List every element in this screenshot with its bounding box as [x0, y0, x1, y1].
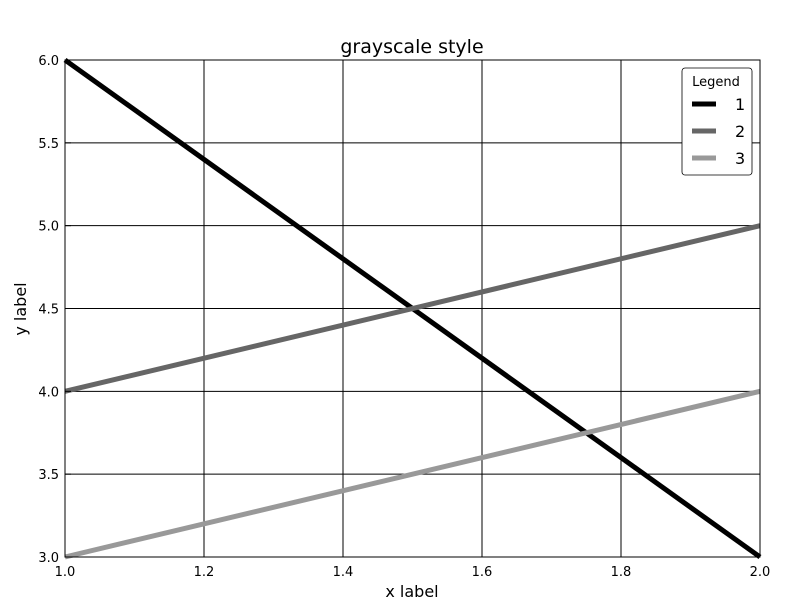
legend-entries: 1 2 3 — [692, 95, 745, 168]
series-layer — [63, 57, 762, 560]
legend-box — [681, 67, 753, 176]
x-tick-label: 1.2 — [194, 565, 215, 580]
x-tick-label: 1.0 — [55, 565, 76, 580]
x-tick-label: 1.6 — [472, 565, 493, 580]
legend-label-2: 2 — [735, 122, 745, 141]
y-tick-label: 5.0 — [38, 220, 59, 235]
x-axis-label: x label — [385, 582, 438, 600]
legend: Legend 1 2 3 — [681, 67, 753, 176]
x-tick-label: 1.8 — [611, 565, 632, 580]
chart-title: grayscale style — [340, 36, 483, 58]
y-tick-label: 3.5 — [38, 468, 59, 483]
x-axis: 1.0 1.2 1.4 1.6 1.8 2.0 — [55, 551, 771, 580]
x-tick-label: 1.4 — [333, 565, 354, 580]
y-axis: 3.0 3.5 4.0 4.5 5.0 5.5 6.0 — [38, 54, 71, 566]
y-tick-label: 3.0 — [38, 551, 59, 566]
series-line-3 — [64, 388, 761, 560]
y-tick-label: 5.5 — [38, 137, 59, 152]
series-line-2 — [64, 223, 761, 394]
x-tick-label: 2.0 — [750, 565, 771, 580]
y-tick-label: 4.0 — [38, 385, 59, 400]
y-tick-label: 4.5 — [38, 303, 59, 318]
y-axis-label: y label — [11, 282, 30, 335]
y-tick-label: 6.0 — [38, 54, 59, 69]
legend-label-1: 1 — [735, 95, 745, 114]
legend-title: Legend — [692, 75, 740, 90]
legend-label-3: 3 — [735, 149, 745, 168]
